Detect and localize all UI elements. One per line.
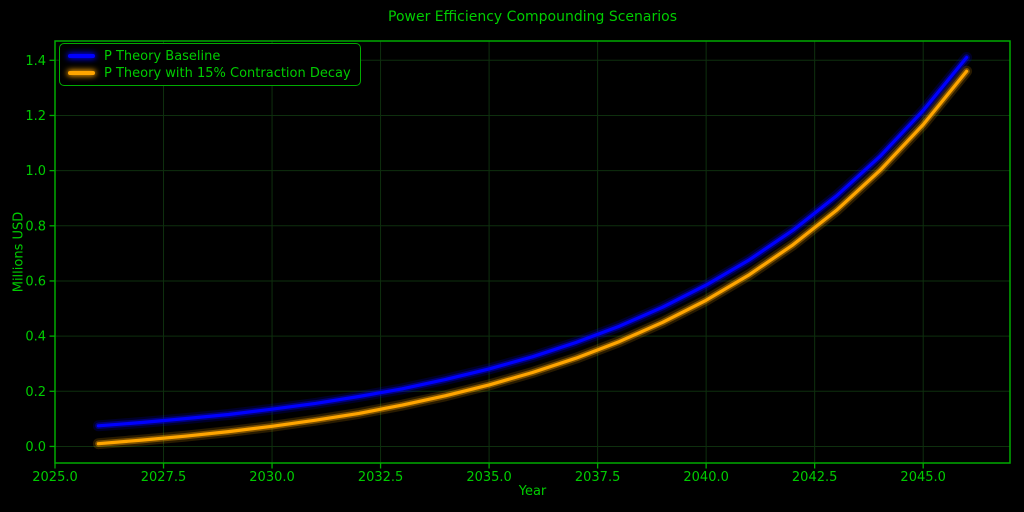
series-lines xyxy=(92,52,973,450)
x-tick-label: 2045.0 xyxy=(900,470,946,485)
y-tick-label: 0.2 xyxy=(25,385,46,400)
legend-item-decay: P Theory with 15% Contraction Decay xyxy=(68,65,351,81)
y-tick-label: 1.4 xyxy=(25,54,46,69)
decay-line-swatch xyxy=(68,71,95,75)
y-tick-label: 0.6 xyxy=(25,274,46,289)
x-tick-label: 2030.0 xyxy=(249,470,295,485)
x-axis-label: Year xyxy=(518,484,547,499)
series-line-1 xyxy=(95,68,970,447)
series-line-1 xyxy=(96,69,969,446)
y-tick-label: 1.2 xyxy=(25,109,46,124)
x-tick-label: 2040.0 xyxy=(683,470,729,485)
axes-spines-ticks xyxy=(49,40,1011,469)
y-tick-label: 0.0 xyxy=(25,440,46,455)
series-line-0 xyxy=(96,55,969,428)
legend: P Theory Baseline P Theory with 15% Cont… xyxy=(59,43,361,86)
y-axis-label: Millions USD xyxy=(11,211,27,293)
x-tick-label: 2025.0 xyxy=(32,470,78,485)
chart-title: Power Efficiency Compounding Scenarios xyxy=(388,9,677,25)
x-tick-label: 2035.0 xyxy=(466,470,512,485)
y-tick-label: 0.8 xyxy=(25,219,46,234)
x-tick-label: 2032.5 xyxy=(358,470,404,485)
plot-spines xyxy=(54,40,1011,464)
legend-label-decay: P Theory with 15% Contraction Decay xyxy=(104,65,351,81)
tick-labels: 2025.0 2027.5 2030.0 2032.5 2035.0 2037.5 2040… xyxy=(25,54,946,485)
y-tick-label: 0.4 xyxy=(25,330,46,345)
x-tick-label: 2037.5 xyxy=(575,470,621,485)
series-line-1 xyxy=(92,65,973,450)
x-tick-label: 2027.5 xyxy=(141,470,187,485)
baseline-line-swatch xyxy=(68,54,95,58)
gridlines xyxy=(54,41,1010,463)
legend-label-baseline: P Theory Baseline xyxy=(104,48,221,64)
legend-item-baseline: P Theory Baseline xyxy=(68,48,351,64)
x-tick-label: 2042.5 xyxy=(792,470,838,485)
y-tick-label: 1.0 xyxy=(25,164,46,179)
